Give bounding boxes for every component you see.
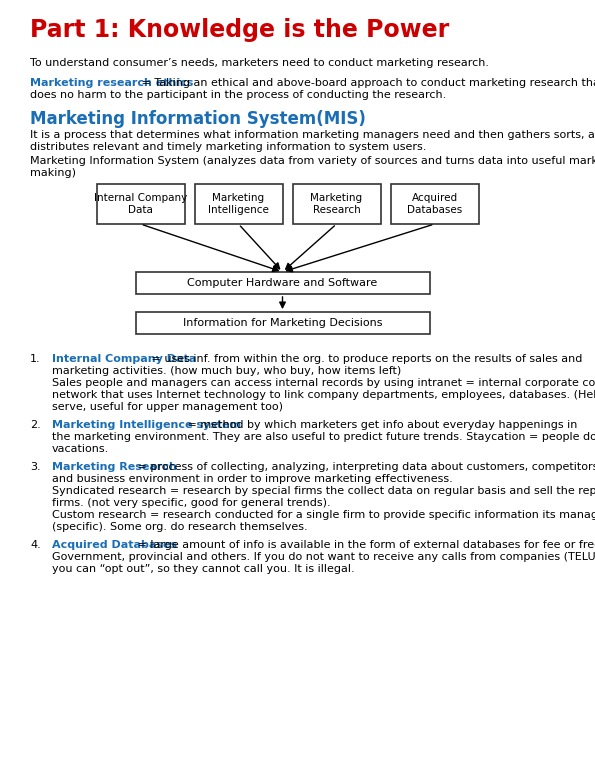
Text: Marketing Research: Marketing Research: [52, 462, 177, 472]
Bar: [293, 184, 380, 224]
Text: 4.: 4.: [30, 540, 40, 550]
Text: = uses inf. from within the org. to produce reports on the results of sales and: = uses inf. from within the org. to prod…: [148, 354, 582, 364]
Text: Internal Company
Data: Internal Company Data: [94, 193, 187, 215]
Bar: [136, 312, 430, 334]
Bar: [390, 184, 478, 224]
Bar: [195, 184, 283, 224]
Text: does no harm to the participant in the process of conducting the research.: does no harm to the participant in the p…: [30, 90, 446, 100]
Text: = Taking an ethical and above-board approach to conduct marketing research that: = Taking an ethical and above-board appr…: [138, 78, 595, 88]
Text: and business environment in order to improve marketing effectiveness.: and business environment in order to imp…: [52, 474, 453, 484]
Text: Part 1: Knowledge is the Power: Part 1: Knowledge is the Power: [30, 18, 449, 42]
Text: Marketing research ethics: Marketing research ethics: [30, 78, 193, 88]
Text: Government, provincial and others. If you do not want to receive any calls from : Government, provincial and others. If yo…: [52, 552, 595, 562]
Text: Marketing
Intelligence: Marketing Intelligence: [208, 193, 269, 215]
Bar: [136, 272, 430, 294]
Text: Marketing
Research: Marketing Research: [311, 193, 362, 215]
Text: = large amount of info is available in the form of external databases for fee or: = large amount of info is available in t…: [134, 540, 595, 550]
Text: the marketing environment. They are also useful to predict future trends. Stayca: the marketing environment. They are also…: [52, 432, 595, 442]
Text: Marketing Intelligence system: Marketing Intelligence system: [52, 420, 241, 430]
Text: Acquired
Databases: Acquired Databases: [407, 193, 462, 215]
Text: Computer Hardware and Software: Computer Hardware and Software: [187, 278, 378, 288]
Text: marketing activities. (how much buy, who buy, how items left): marketing activities. (how much buy, who…: [52, 366, 401, 376]
Text: Marketing Information System(MIS): Marketing Information System(MIS): [30, 110, 366, 128]
Text: It is a process that determines what information marketing managers need and the: It is a process that determines what inf…: [30, 130, 595, 140]
Text: you can “opt out”, so they cannot call you. It is illegal.: you can “opt out”, so they cannot call y…: [52, 564, 355, 574]
Text: Custom research = research conducted for a single firm to provide specific infor: Custom research = research conducted for…: [52, 510, 595, 520]
Text: Syndicated research = research by special firms the collect data on regular basi: Syndicated research = research by specia…: [52, 486, 595, 496]
Bar: [96, 184, 184, 224]
Text: Marketing Information System (analyzes data from variety of sources and turns da: Marketing Information System (analyzes d…: [30, 156, 595, 166]
Text: Marketing research ethics: Marketing research ethics: [30, 78, 193, 88]
Text: 3.: 3.: [30, 462, 40, 472]
Text: To understand consumer’s needs, marketers need to conduct marketing research.: To understand consumer’s needs, marketer…: [30, 58, 489, 68]
Text: 1.: 1.: [30, 354, 40, 364]
Text: (specific). Some org. do research themselves.: (specific). Some org. do research themse…: [52, 522, 308, 532]
Text: = process of collecting, analyzing, interpreting data about customers, competito: = process of collecting, analyzing, inte…: [134, 462, 595, 472]
Text: firms. (not very specific, good for general trends).: firms. (not very specific, good for gene…: [52, 498, 331, 508]
Text: 2.: 2.: [30, 420, 40, 430]
Text: making): making): [30, 168, 76, 178]
Text: = method by which marketers get info about everyday happenings in: = method by which marketers get info abo…: [184, 420, 577, 430]
Text: Information for Marketing Decisions: Information for Marketing Decisions: [183, 318, 382, 328]
Text: distributes relevant and timely marketing information to system users.: distributes relevant and timely marketin…: [30, 142, 427, 152]
Text: vacations.: vacations.: [52, 444, 109, 454]
Text: Acquired Databases: Acquired Databases: [52, 540, 177, 550]
Text: Sales people and managers can access internal records by using intranet = intern: Sales people and managers can access int…: [52, 378, 595, 388]
Text: Internal Company Data: Internal Company Data: [52, 354, 196, 364]
Text: network that uses Internet technology to link company departments, employees, da: network that uses Internet technology to…: [52, 390, 595, 400]
Text: serve, useful for upper management too): serve, useful for upper management too): [52, 402, 283, 412]
